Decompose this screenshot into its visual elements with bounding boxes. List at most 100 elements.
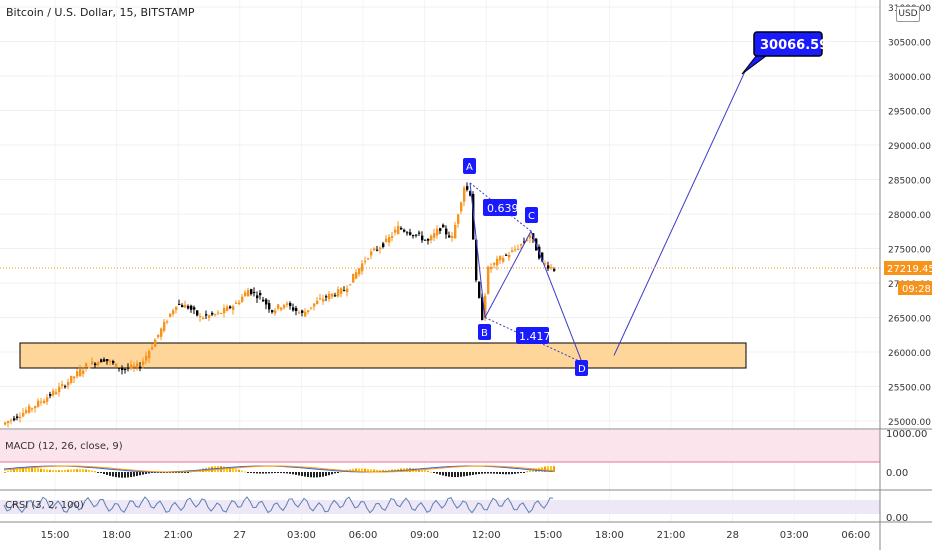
candle-body [508, 254, 511, 258]
macd-bar [301, 472, 303, 477]
macd-bar [151, 472, 153, 473]
macd-bar [94, 471, 96, 473]
macd-bar [277, 472, 279, 474]
candle-body [436, 228, 439, 236]
macd-bar [160, 472, 162, 473]
time-axis[interactable]: 15:00 18:00 21:00 27 03:00 06:00 09:00 12:00 15:… [41, 530, 871, 541]
candle-body [490, 267, 493, 270]
candle-body [301, 310, 304, 313]
candle-body [148, 351, 151, 359]
candle-body [82, 370, 85, 374]
macd-label[interactable]: MACD (12, 26, close, 9) [5, 441, 123, 452]
candle-body [475, 239, 478, 281]
candle-body [235, 302, 238, 304]
candle-body [7, 420, 10, 424]
candle-body [550, 267, 553, 269]
macd-bar [271, 472, 273, 474]
candle-body [385, 238, 388, 242]
candle-body [355, 272, 358, 279]
time-tick-label: 06:00 [841, 530, 870, 541]
macd-bar [544, 466, 546, 472]
candle-body [403, 229, 406, 232]
price-tick-label: 28500.00 [888, 177, 931, 187]
macd-bar [64, 469, 66, 472]
ratio-bd-label: 1.417 [516, 327, 551, 344]
candle-body [313, 303, 316, 307]
svg-text:B: B [481, 328, 488, 339]
candle-body [358, 268, 361, 275]
macd-bar [130, 472, 132, 478]
candle-body [217, 312, 220, 314]
macd-bar [40, 468, 42, 472]
price-tick-label: 30000.00 [888, 73, 931, 83]
current-price-tag [884, 261, 932, 275]
macd-bar [49, 469, 51, 472]
candle-body [112, 361, 115, 364]
svg-text:0.639: 0.639 [487, 202, 519, 215]
candle-body [412, 235, 415, 237]
candle-body [187, 306, 190, 309]
candle-body [469, 191, 472, 196]
macd-bar [112, 472, 114, 477]
macd-bar [121, 472, 123, 478]
candle-body [331, 293, 334, 297]
candle-body [370, 251, 373, 256]
candle-body [238, 302, 241, 304]
currency-button[interactable]: USD [896, 6, 920, 22]
macd-bar [334, 472, 336, 474]
macd-bar [31, 467, 33, 472]
macd-bar [109, 472, 111, 476]
candle-body [223, 307, 226, 314]
macd-bar [178, 472, 180, 473]
candle-body [283, 304, 286, 308]
macd-bar [361, 468, 363, 472]
candle-body [121, 367, 124, 371]
macd-bar [490, 472, 492, 474]
macd-bar [241, 470, 243, 472]
macd-bar [73, 469, 75, 472]
macd-bar [511, 472, 513, 475]
candle-body [175, 306, 178, 310]
time-tick-label: 18:00 [102, 530, 131, 541]
candle-body [244, 292, 247, 297]
candle-body [391, 235, 394, 238]
macd-bar [499, 472, 501, 475]
candle-body [373, 248, 376, 251]
time-tick-label: 15:00 [533, 530, 562, 541]
macd-bar [376, 469, 378, 472]
macd-bar [547, 466, 549, 472]
candle-body [484, 295, 487, 319]
candle-body [76, 371, 79, 377]
candle-body [253, 292, 256, 294]
candle-body [16, 416, 19, 418]
macd-bar [385, 469, 387, 472]
candle-body [4, 422, 7, 425]
macd-bar [61, 470, 63, 472]
macd-bar [322, 472, 324, 477]
candle-body [103, 359, 106, 362]
macd-bar [172, 472, 174, 473]
macd-bar [286, 472, 288, 474]
macd-bar [505, 472, 507, 475]
candle-body [256, 295, 259, 299]
candle-body [160, 328, 163, 337]
macd-bar [466, 472, 468, 476]
macd-bar [13, 469, 15, 472]
candle-body [232, 306, 235, 310]
macd-bar [448, 472, 450, 477]
candle-body [376, 249, 379, 251]
macd-bar [226, 466, 228, 472]
candle-body [397, 226, 400, 235]
crsi-label[interactable]: CRSI (3, 2, 100) [5, 500, 84, 511]
macd-bar [268, 472, 270, 474]
candle-body [205, 314, 208, 316]
macd-bar [235, 468, 237, 472]
harmonic-pattern [469, 71, 746, 363]
price-axis[interactable]: 31000.0030500.0030000.0029500.0029000.00… [888, 4, 931, 428]
macd-bar [523, 472, 525, 473]
macd-bar [136, 472, 138, 476]
candle-body [460, 202, 463, 212]
candle-body [142, 361, 145, 365]
candle-body [430, 235, 433, 241]
